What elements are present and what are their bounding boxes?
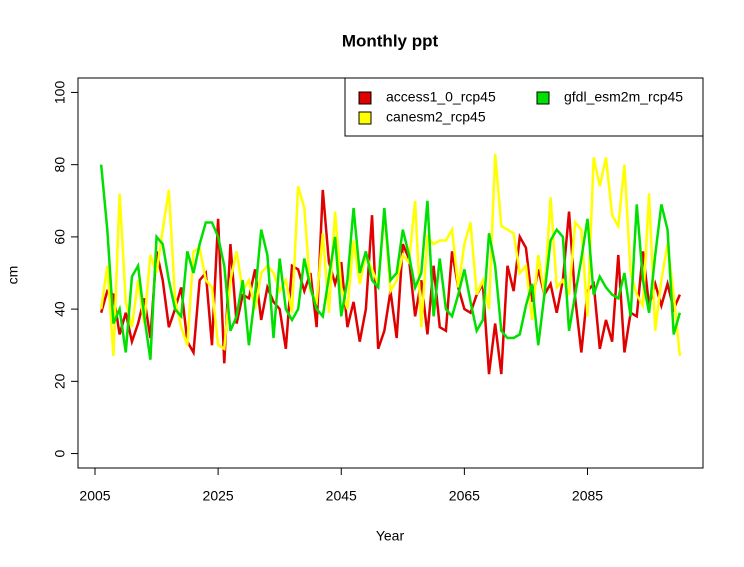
y-axis-label: cm <box>5 266 21 285</box>
x-tick-label: 2045 <box>326 488 357 504</box>
x-tick-label: 2085 <box>572 488 603 504</box>
y-tick-label: 20 <box>52 373 68 389</box>
series-line <box>99 164 682 360</box>
legend-swatch <box>358 111 372 125</box>
legend-swatch <box>358 91 372 105</box>
legend-label: gfdl_esm2m_rcp45 <box>564 89 683 105</box>
x-tick-label: 2065 <box>449 488 480 504</box>
y-tick-label: 100 <box>52 81 68 105</box>
x-tick-label: 2005 <box>79 488 110 504</box>
chart-title: Monthly ppt <box>342 31 439 50</box>
x-axis-label: Year <box>376 528 405 544</box>
legend-label: access1_0_rcp45 <box>386 89 496 105</box>
y-tick-label: 40 <box>52 301 68 317</box>
y-tick-label: 60 <box>52 229 68 245</box>
y-tick-label: 0 <box>52 449 68 457</box>
y-tick-label: 80 <box>52 157 68 173</box>
legend-label: canesm2_rcp45 <box>386 109 486 125</box>
legend-box <box>344 77 704 137</box>
x-tick-label: 2025 <box>203 488 234 504</box>
legend-swatch <box>536 91 550 105</box>
